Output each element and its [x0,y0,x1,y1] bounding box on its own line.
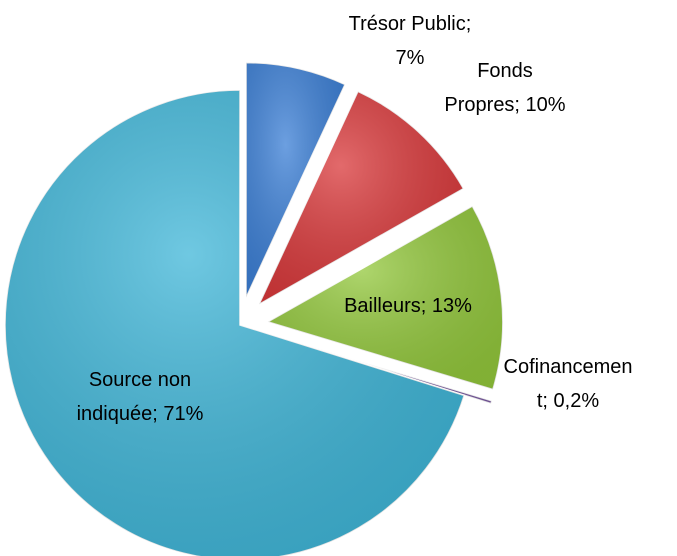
data-label-line: Fonds [477,60,533,82]
data-label-line: Propres; 10% [444,94,565,116]
data-label-line: Bailleurs; 13% [344,295,472,317]
data-label: Fonds Propres; 10% [444,60,565,116]
data-label-line: Source non [89,369,191,391]
data-label-line: 7% [396,47,425,69]
data-label: Bailleurs; 13% [344,295,472,317]
data-label-line: indiquée; 71% [77,403,204,425]
data-label: Source non indiquée; 71% [77,369,204,425]
data-label-line: Cofinancemen [504,356,633,378]
data-label: Cofinancemen t; 0,2% [504,356,633,412]
data-label-line: t; 0,2% [537,390,599,412]
data-label-line: Trésor Public; [349,13,472,35]
data-label: Trésor Public; 7% [349,13,472,69]
